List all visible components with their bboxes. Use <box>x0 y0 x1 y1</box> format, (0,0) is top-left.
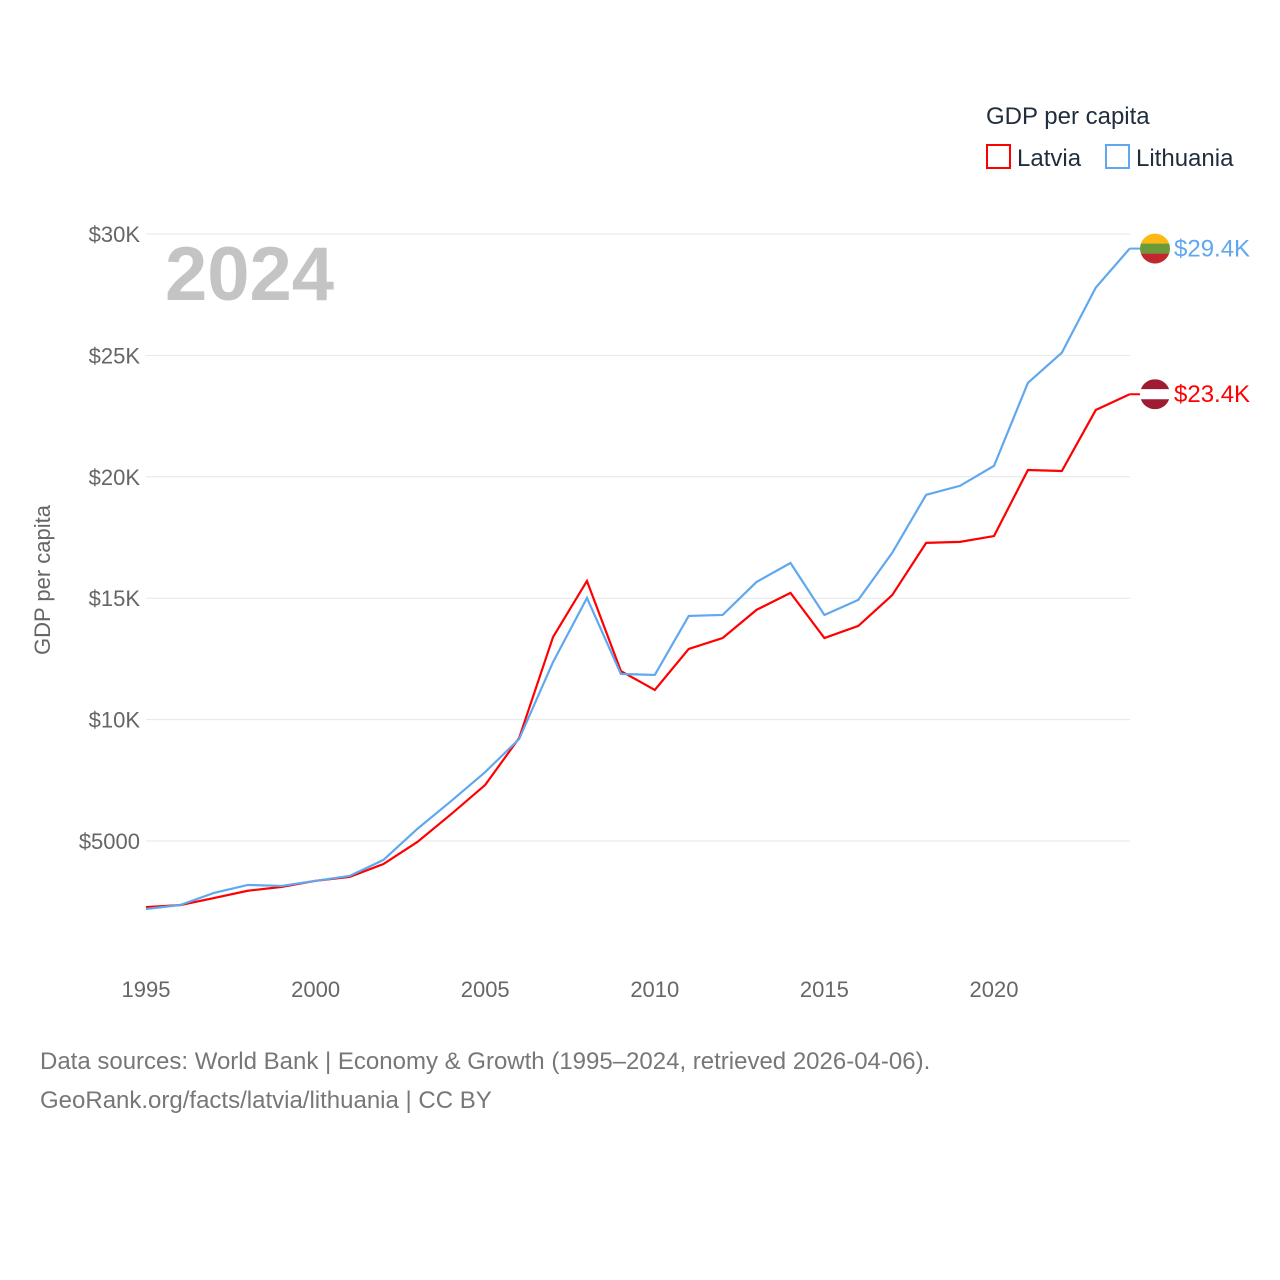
end-value-label: $29.4K <box>1174 236 1250 263</box>
series-end-labels: $23.4K $29.4K <box>1129 233 1250 410</box>
x-axis-ticks: 1995 2000 2005 2010 2015 2020 <box>122 977 1019 1002</box>
y-tick-label: $25K <box>89 343 141 368</box>
legend-swatch-lithuania[interactable] <box>1105 144 1130 169</box>
y-tick-label: $20K <box>89 465 141 490</box>
x-tick-label: 1995 <box>122 977 171 1002</box>
y-tick-label: $15K <box>89 586 141 611</box>
legend: GDP per capita Latvia Lithuania <box>986 103 1234 172</box>
x-tick-label: 2005 <box>461 977 510 1002</box>
source-line-2: GeoRank.org/facts/latvia/lithuania | CC … <box>40 1087 492 1114</box>
grid-lines <box>146 233 1130 842</box>
legend-label-lithuania[interactable]: Lithuania <box>1136 145 1234 172</box>
x-tick-label: 2000 <box>291 977 340 1002</box>
x-tick-label: 2010 <box>630 977 679 1002</box>
y-tick-label: $10K <box>89 708 141 733</box>
x-tick-label: 2020 <box>970 977 1019 1002</box>
year-watermark: 2024 <box>165 232 334 317</box>
legend-swatch-latvia[interactable] <box>986 144 1011 169</box>
flag-latvia-icon <box>1140 379 1170 410</box>
flag-lithuania-icon <box>1140 233 1170 264</box>
y-tick-label: $30K <box>89 222 141 247</box>
series-line-lithuania <box>145 247 1131 911</box>
y-axis-ticks: $5000 $10K $15K $20K $25K $30K <box>79 222 141 854</box>
series-line-latvia <box>145 393 1131 909</box>
series-lines <box>145 247 1131 911</box>
x-tick-label: 2015 <box>800 977 849 1002</box>
y-axis-label: GDP per capita <box>30 504 55 655</box>
y-tick-label: $5000 <box>79 829 140 854</box>
legend-title: GDP per capita <box>986 103 1150 130</box>
source-line-1: Data sources: World Bank | Economy & Gro… <box>40 1048 930 1075</box>
end-value-label: $23.4K <box>1174 381 1250 408</box>
legend-label-latvia[interactable]: Latvia <box>1017 145 1082 172</box>
